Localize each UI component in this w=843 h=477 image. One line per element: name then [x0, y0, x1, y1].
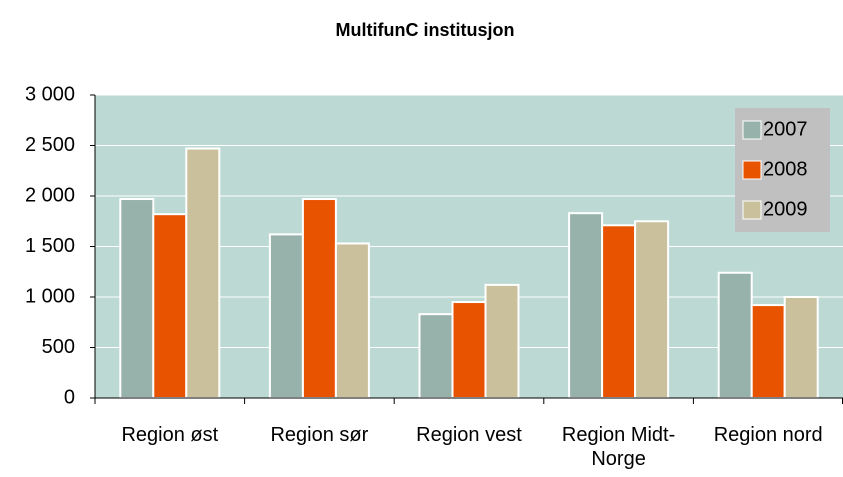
x-tick-label: Region vest	[416, 424, 522, 446]
y-tick-label: 1 500	[25, 235, 75, 257]
legend-swatch	[742, 120, 762, 140]
y-tick-label: 0	[64, 386, 75, 408]
bar	[717, 271, 753, 400]
bar	[418, 313, 454, 400]
bar	[119, 198, 155, 399]
y-tick-label: 3 000	[25, 83, 75, 105]
legend-label: 2009	[763, 198, 808, 220]
y-tick-label: 1 000	[25, 285, 75, 307]
bar	[484, 283, 520, 400]
bar	[601, 224, 637, 399]
y-tick-label: 2 000	[25, 184, 75, 206]
y-tick-label: 2 500	[25, 134, 75, 156]
legend-label: 2007	[763, 118, 808, 140]
bar	[152, 213, 188, 399]
bar	[301, 198, 337, 399]
bar	[268, 233, 304, 399]
legend-label: 2008	[763, 158, 808, 180]
chart-title: MultifunC institusjon	[336, 20, 515, 40]
bar	[451, 301, 487, 399]
x-tick-label: Region øst	[121, 424, 219, 446]
x-tick-label: Region Midt-Norge	[561, 424, 676, 470]
bar	[634, 220, 670, 399]
x-tick-label: Region nord	[713, 424, 823, 446]
legend-swatch	[742, 160, 762, 180]
bar	[750, 304, 786, 399]
bar	[185, 147, 221, 399]
bar	[783, 296, 819, 399]
legend-swatch	[742, 200, 762, 220]
x-tick-label: Region sør	[270, 424, 369, 446]
bar	[334, 242, 370, 399]
y-tick-label: 500	[42, 336, 75, 358]
bar	[568, 212, 604, 399]
